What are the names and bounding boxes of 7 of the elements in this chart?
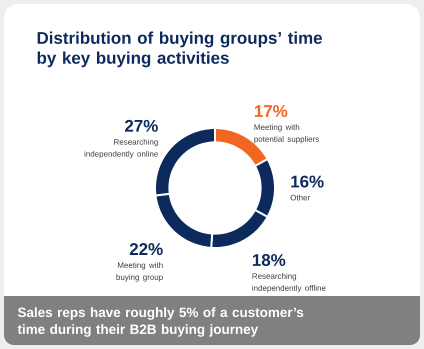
data-label: 27% — [124, 120, 158, 132]
data-label: 17% — [254, 105, 288, 118]
data-label: 22% — [130, 243, 163, 256]
text: Sales reps have roughly 5% of a customer’s time during their B2B buying journey — [18, 307, 304, 337]
data-label: 16% — [291, 176, 324, 188]
data-label: 18% — [252, 254, 286, 266]
chart-title: Distribution of buying groups’ time by key buying activities — [38, 32, 322, 68]
